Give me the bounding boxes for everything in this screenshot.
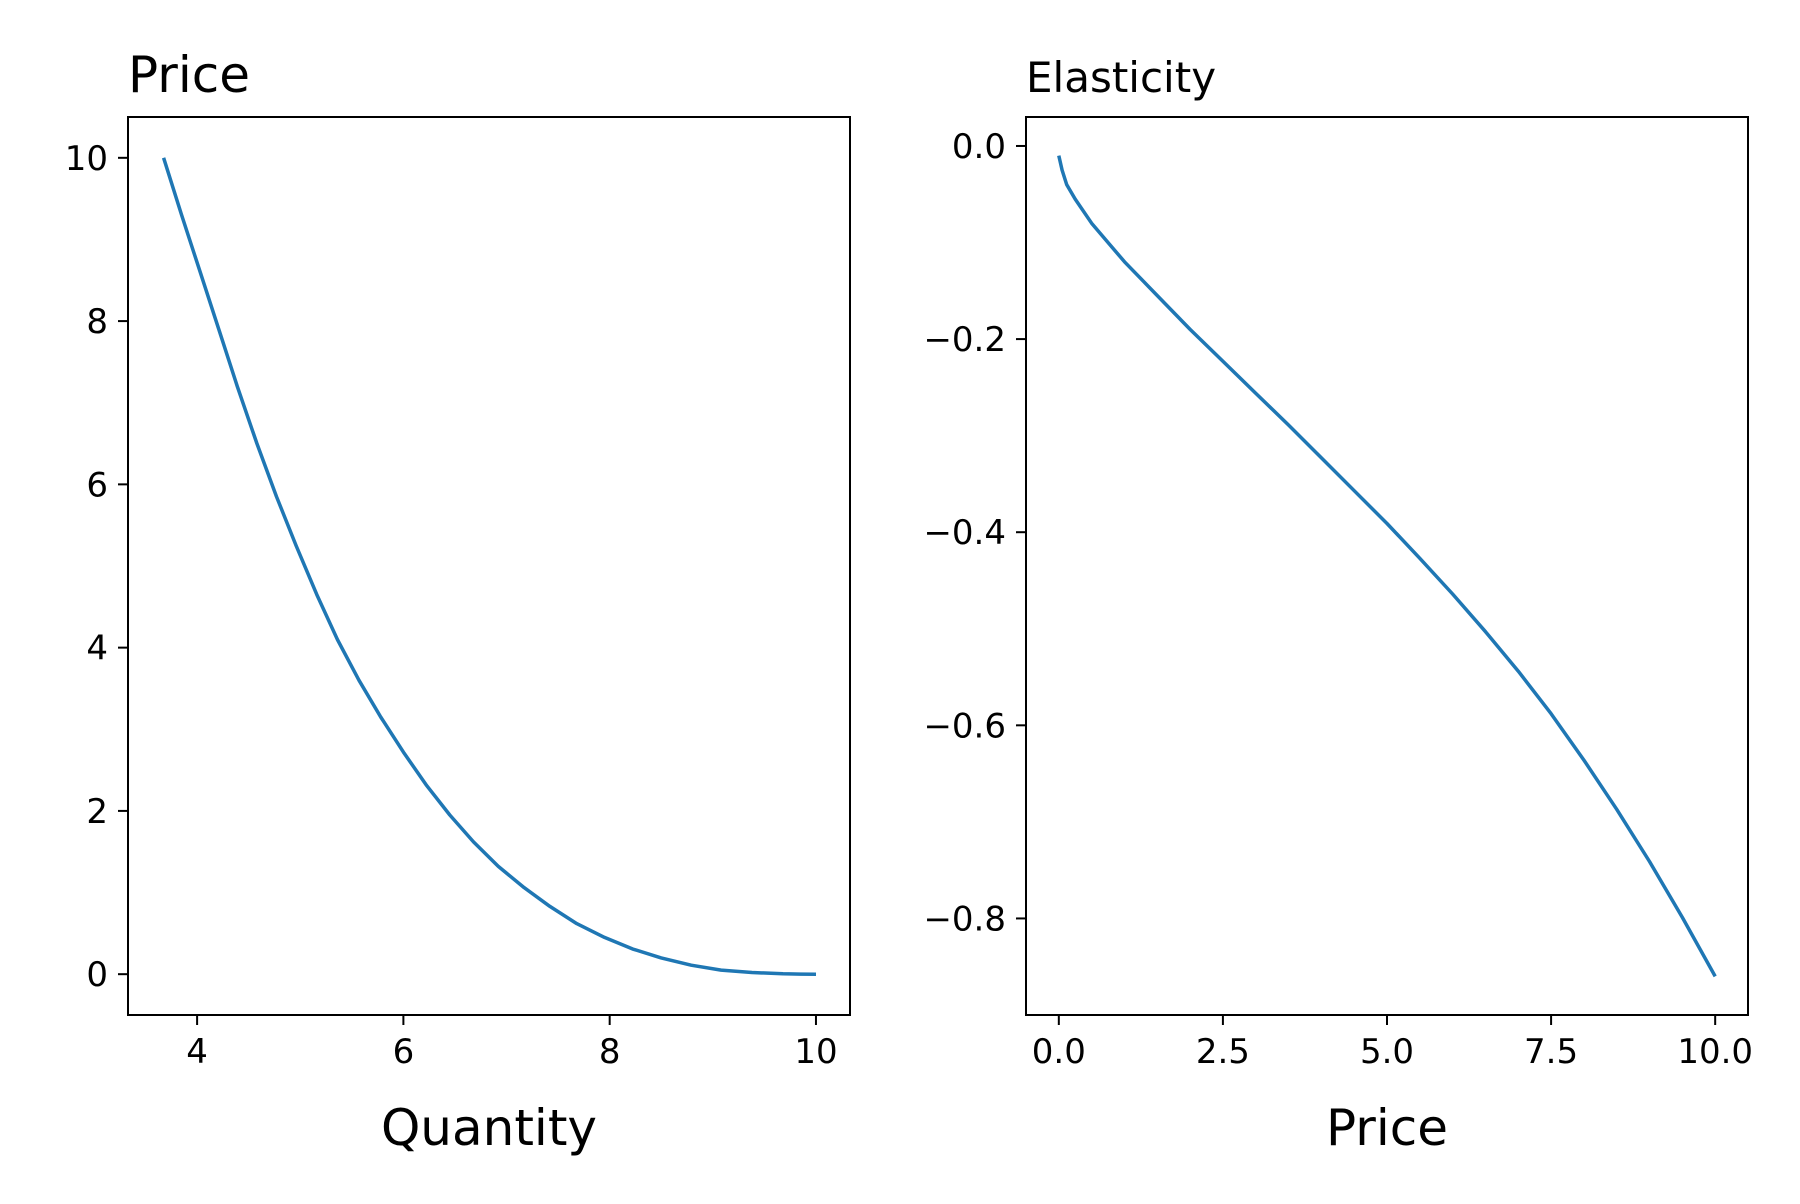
y-tick-label: −0.4 — [923, 513, 1006, 553]
x-tick-label: 4 — [186, 1032, 208, 1072]
x-tick-label: 5.0 — [1360, 1032, 1414, 1072]
x-tick-label: 7.5 — [1524, 1032, 1578, 1072]
x-tick-label: 0.0 — [1032, 1032, 1086, 1072]
x-axis-label: Quantity — [381, 1099, 597, 1157]
x-tick-label: 10 — [794, 1032, 837, 1072]
y-tick-label: −0.8 — [923, 899, 1006, 939]
y-axis-label: Price — [128, 46, 250, 104]
y-tick-label: 4 — [86, 629, 108, 669]
x-tick-label: 6 — [393, 1032, 415, 1072]
subplot-1: 4 6 8 10 0 2 4 6 8 10 Price Quantity — [65, 46, 851, 1157]
y-tick-label: 0.0 — [952, 127, 1006, 167]
series-line-2-1 — [1057, 155, 1717, 978]
x-tick-label: 8 — [599, 1032, 621, 1072]
series-line-1-1 — [161, 157, 817, 976]
subplot-2: 0.0 2.5 5.0 7.5 10.0 0.0 −0.2 −0.4 −0.6 −0.8 Elast… — [923, 53, 1753, 1157]
x-tick-label: 10.0 — [1677, 1032, 1753, 1072]
y-axis-label: Elasticity — [1026, 53, 1216, 102]
y-tick-label: −0.2 — [923, 320, 1006, 360]
axes-frame — [127, 116, 851, 1016]
y-tick-label: 10 — [65, 139, 108, 179]
axes-frame — [1025, 116, 1749, 1016]
x-tick-label: 2.5 — [1196, 1032, 1250, 1072]
y-tick-label: 6 — [86, 465, 108, 505]
y-tick-label: 0 — [86, 955, 108, 995]
x-axis-label: Price — [1326, 1099, 1448, 1157]
y-tick-label: 2 — [86, 792, 108, 832]
y-tick-label: 8 — [86, 302, 108, 342]
y-tick-label: −0.6 — [923, 706, 1006, 746]
